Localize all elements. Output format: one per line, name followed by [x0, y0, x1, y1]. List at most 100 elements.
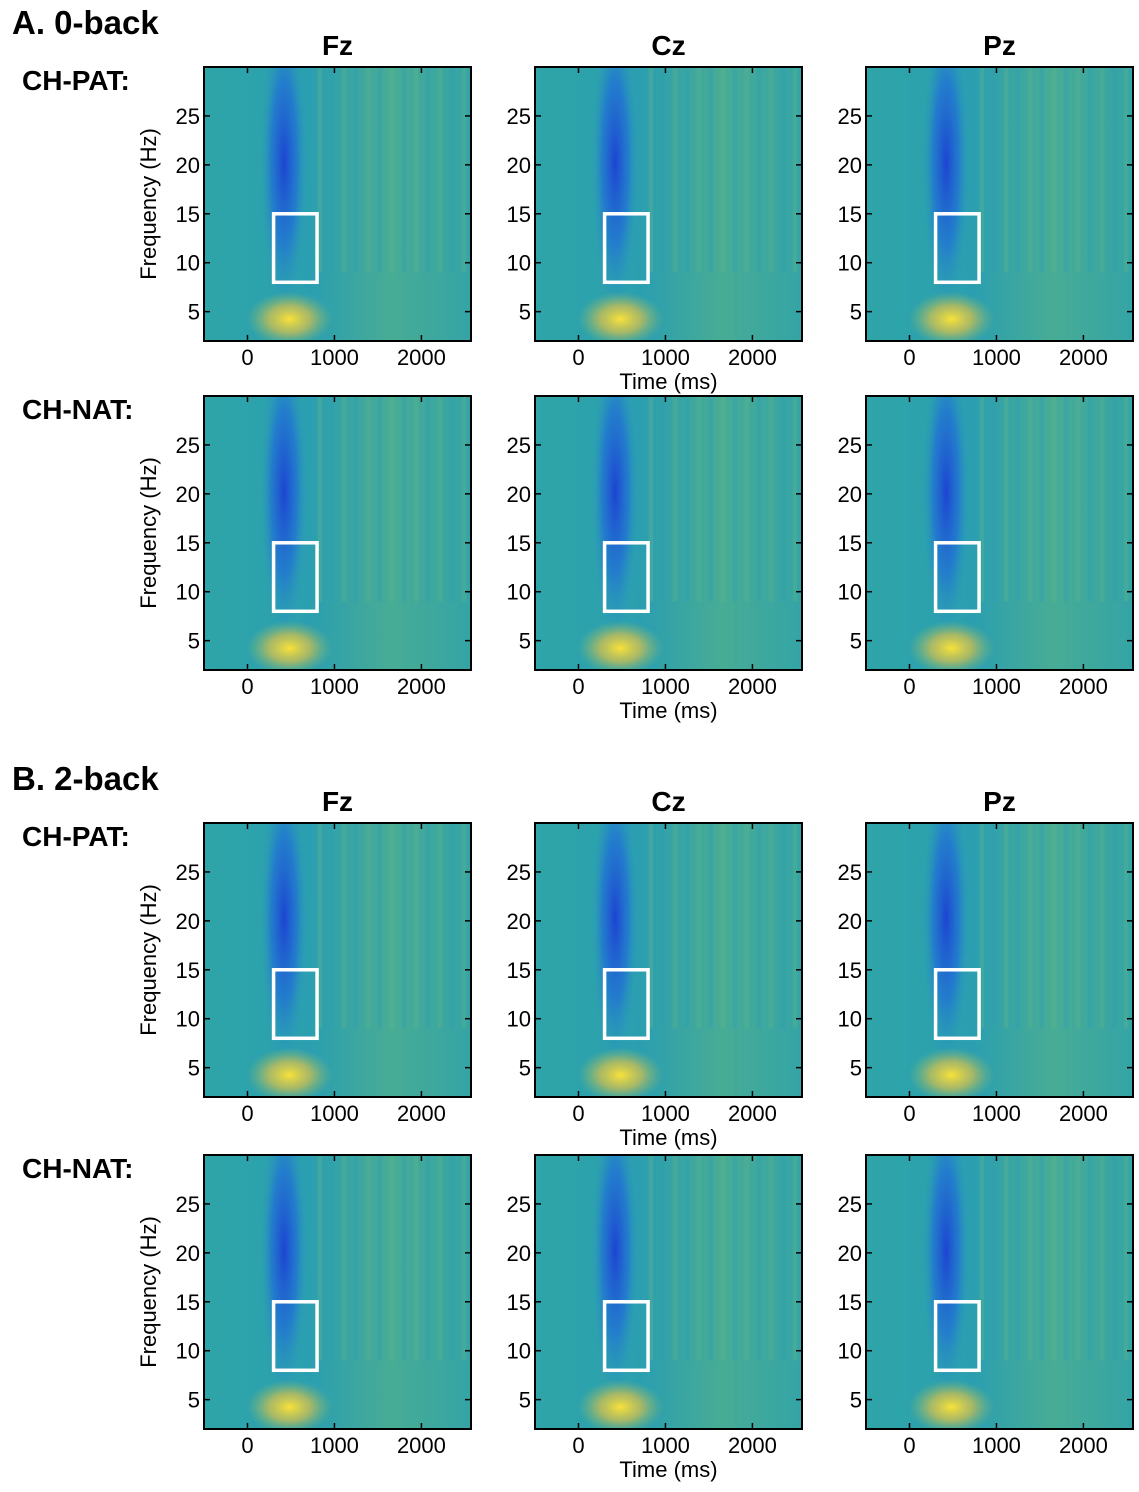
heatmap-blob — [922, 396, 971, 643]
heatmap-bg — [204, 823, 471, 1097]
heatmap-streak — [792, 396, 798, 602]
heatmap-streak — [660, 1155, 666, 1361]
heatmap-streak — [425, 396, 431, 602]
y-tick-label: 15 — [838, 1290, 862, 1315]
heatmap-streak — [792, 67, 798, 273]
y-tick-label: 15 — [176, 1290, 200, 1315]
x-tick-label: 1000 — [641, 1101, 690, 1126]
x-axis-label: Time (ms) — [619, 1125, 717, 1150]
heatmap-streak — [1015, 67, 1021, 273]
heatmap-streak — [1087, 396, 1093, 602]
heatmap-streak — [756, 396, 762, 602]
heatmap-streak — [648, 396, 654, 602]
panel: 5 10 15 20 25 0 1000 2000 Time (ms) — [507, 1154, 803, 1482]
heatmap-streak — [353, 1155, 359, 1361]
roi-box — [933, 541, 981, 614]
roi-box — [602, 212, 650, 285]
heatmap-blob — [246, 620, 333, 670]
heatmap-streak — [425, 1155, 431, 1361]
row-label: CH-PAT: — [22, 65, 130, 96]
heatmap-streak — [425, 67, 431, 273]
heatmap-blob — [908, 1379, 995, 1429]
heatmap-streak — [720, 1155, 726, 1361]
heatmap-streak — [1015, 823, 1021, 1029]
heatmap-streak — [377, 1155, 383, 1361]
heatmap-streak — [720, 823, 726, 1029]
heatmap-streak — [1027, 396, 1033, 602]
x-tick-label: 2000 — [1059, 1433, 1108, 1458]
heatmap-streak — [1075, 823, 1081, 1029]
y-tick-label: 5 — [850, 300, 862, 325]
heatmap-streak — [979, 823, 985, 1029]
heatmap-blob — [260, 67, 309, 314]
heatmap-streak — [413, 396, 419, 602]
heatmap-streak — [1087, 67, 1093, 273]
heatmap-streak — [768, 396, 774, 602]
x-tick-label: 0 — [572, 345, 584, 370]
x-tick-label: 2000 — [728, 345, 777, 370]
section-title: B. 2-back — [12, 760, 159, 797]
y-tick-label: 20 — [176, 1241, 200, 1266]
panel: 5 10 15 20 25 0 1000 2000 Frequency (Hz) — [136, 395, 472, 699]
y-tick-label: 5 — [850, 1388, 862, 1413]
heatmap-streak — [401, 1155, 407, 1361]
heatmap-streak — [437, 823, 443, 1029]
column-title: Cz — [651, 786, 685, 817]
x-tick-label: 1000 — [310, 1101, 359, 1126]
x-tick-label: 2000 — [397, 674, 446, 699]
axes-frame — [865, 66, 1134, 342]
heatmap-streak — [461, 823, 467, 1029]
heatmap-streak — [672, 1155, 678, 1361]
heatmap-streak — [780, 1155, 786, 1361]
heatmap-streak — [756, 67, 762, 273]
y-tick-label: 10 — [838, 251, 862, 276]
heatmap-streak — [1123, 67, 1129, 273]
heatmap-streak — [648, 823, 654, 1029]
heatmap-streak — [461, 67, 467, 273]
heatmap-streak — [341, 1155, 347, 1361]
heatmap-streak — [1051, 1155, 1057, 1361]
heatmap-streak — [317, 396, 323, 602]
panel: 5 10 15 20 25 0 1000 2000 Time (ms) — [507, 395, 803, 723]
x-tick-label: 1000 — [310, 1433, 359, 1458]
heatmap-streak — [1111, 1155, 1117, 1361]
y-axis-label: Frequency (Hz) — [136, 128, 161, 280]
heatmap-blob — [591, 823, 640, 1070]
roi-box — [933, 1300, 981, 1373]
x-tick-label: 2000 — [728, 674, 777, 699]
heatmap-streak — [768, 1155, 774, 1361]
heatmap-streak — [389, 396, 395, 602]
panel: 5 10 15 20 25 0 1000 2000 Frequency (Hz) — [136, 1154, 472, 1458]
heatmap-streak — [756, 1155, 762, 1361]
y-tick-label: 10 — [176, 580, 200, 605]
heatmap-streak — [341, 823, 347, 1029]
heatmap-streak — [401, 823, 407, 1029]
x-tick-label: 1000 — [972, 345, 1021, 370]
heatmap-streak — [1003, 67, 1009, 273]
heatmap-bg — [204, 67, 471, 341]
heatmap-streak — [1123, 1155, 1129, 1361]
heatmap-streak — [413, 1155, 419, 1361]
heatmap-streak — [1075, 67, 1081, 273]
y-axis-label: Frequency (Hz) — [136, 457, 161, 609]
x-tick-label: 0 — [241, 345, 253, 370]
heatmap-streak — [1003, 1155, 1009, 1361]
heatmap-streak — [365, 396, 371, 602]
x-tick-label: 0 — [572, 674, 584, 699]
roi-box — [602, 968, 650, 1041]
column-title: Pz — [983, 30, 1016, 61]
heatmap-streak — [660, 396, 666, 602]
panel: 5 10 15 20 25 0 1000 2000 — [838, 1154, 1134, 1458]
heatmap-streak — [1051, 67, 1057, 273]
heatmap-streak — [1099, 823, 1105, 1029]
heatmap-streak — [449, 67, 455, 273]
heatmap-streak — [979, 1155, 985, 1361]
heatmap-streak — [341, 396, 347, 602]
roi-box — [933, 968, 981, 1041]
heatmap-streak — [365, 823, 371, 1029]
x-tick-label: 1000 — [310, 674, 359, 699]
row-label: CH-NAT: — [22, 394, 133, 425]
heatmap-streak — [1003, 396, 1009, 602]
y-axis-label: Frequency (Hz) — [136, 1216, 161, 1368]
